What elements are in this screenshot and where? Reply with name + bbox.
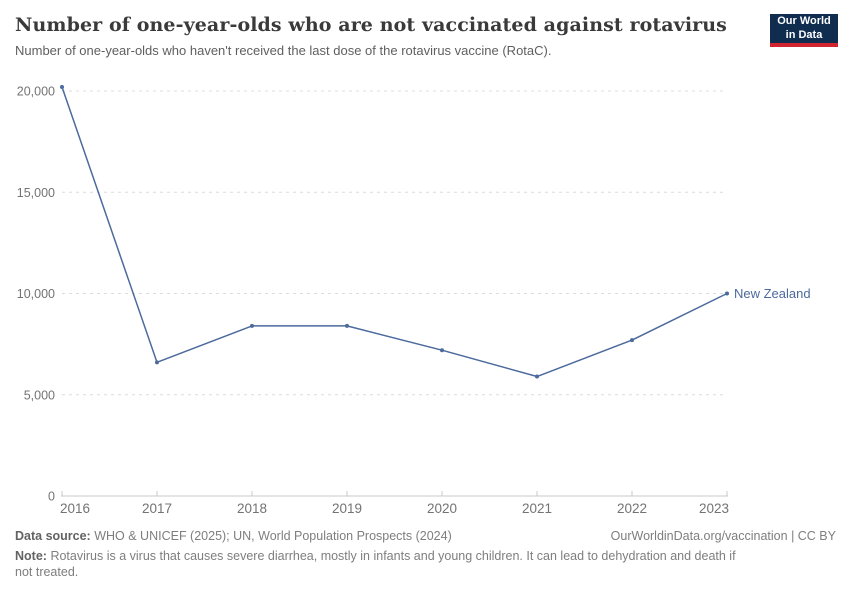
x-tick-label: 2021 [522, 501, 552, 516]
y-tick-label: 5,000 [24, 388, 55, 402]
x-tick-label: 2020 [427, 501, 457, 516]
data-line [61, 86, 728, 378]
data-source-label: Data source: [15, 529, 91, 543]
x-tick-label: 2018 [237, 501, 267, 516]
y-tick-label: 20,000 [17, 85, 55, 99]
x-tick-label: 2023 [699, 501, 729, 516]
x-tick-label: 2019 [332, 501, 362, 516]
data-point [60, 84, 64, 89]
data-point [535, 374, 539, 379]
footer-row: Data source: WHO & UNICEF (2025); UN, Wo… [15, 529, 836, 543]
y-tick-label: 15,000 [17, 186, 55, 200]
y-tick-label: 10,000 [17, 287, 55, 301]
chart-subtitle: Number of one-year-olds who haven't rece… [15, 43, 552, 58]
x-tick-label: 2016 [60, 501, 90, 516]
owid-logo-line2: in Data [785, 28, 823, 41]
citation-link[interactable]: OurWorldinData.org/vaccination | CC BY [610, 529, 836, 543]
data-point [155, 360, 159, 365]
y-tick-label: 0 [48, 490, 55, 504]
note-label: Note: [15, 549, 47, 563]
data-source: Data source: WHO & UNICEF (2025); UN, Wo… [15, 529, 452, 543]
chart-footer: Data source: WHO & UNICEF (2025); UN, Wo… [15, 529, 836, 580]
line-chart: 0 5,000 10,000 15,000 20,000 2016 2017 2018 2019… [17, 84, 811, 517]
chart-heading-block: Number of one-year-olds who are not vacc… [15, 14, 727, 58]
x-tick-label: 2017 [142, 501, 172, 516]
x-tick-label: 2022 [617, 501, 647, 516]
data-point [440, 348, 444, 353]
chart-header: Number of one-year-olds who are not vacc… [0, 0, 850, 58]
owid-logo-line1: Our World [777, 14, 831, 27]
chart-title: Number of one-year-olds who are not vacc… [15, 14, 727, 36]
chart-note: Note: Rotavirus is a virus that causes s… [15, 548, 741, 580]
data-source-text: WHO & UNICEF (2025); UN, World Populatio… [94, 529, 452, 543]
data-point [250, 323, 254, 328]
data-point [345, 323, 349, 328]
entity-label: New Zealand [734, 286, 811, 301]
note-text: Rotavirus is a virus that causes severe … [15, 549, 736, 579]
owid-logo: Our World in Data [770, 14, 838, 47]
data-point [630, 338, 634, 343]
data-point [725, 291, 729, 296]
